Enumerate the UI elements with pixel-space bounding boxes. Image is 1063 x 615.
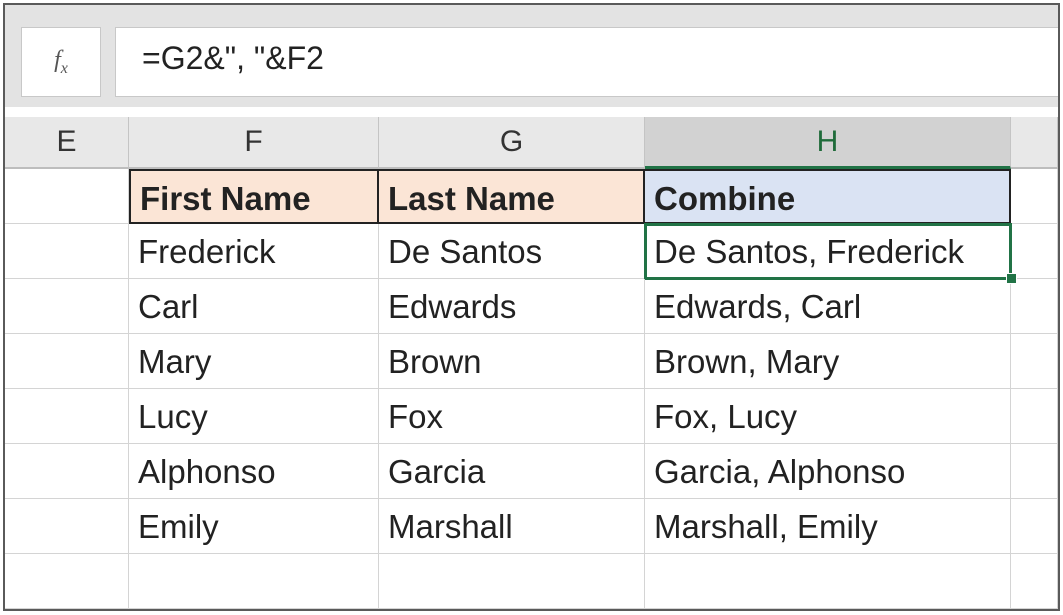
cell-combine[interactable]: Fox, Lucy [645,389,1011,444]
cell-last-name[interactable]: Marshall [379,499,645,554]
cell-g8[interactable] [379,554,645,609]
cell-e6[interactable] [5,444,129,499]
cell-last-name[interactable]: Garcia [379,444,645,499]
cell-last-name[interactable]: Brown [379,334,645,389]
cell-last-name[interactable]: De Santos [379,224,645,279]
cell-combine[interactable]: Garcia, Alphonso [645,444,1011,499]
cell-e2[interactable] [5,224,129,279]
cell-i5[interactable] [1011,389,1058,444]
cell-i1[interactable] [1011,169,1058,224]
formula-text: =G2&", "&F2 [142,40,324,76]
column-header-next[interactable] [1011,117,1058,169]
column-header-h[interactable]: H [645,117,1011,169]
cell-f8[interactable] [129,554,379,609]
cell-i7[interactable] [1011,499,1058,554]
cell-h8[interactable] [645,554,1011,609]
cell-combine-active[interactable]: De Santos, Frederick [644,223,1012,280]
cell-first-name[interactable]: Carl [129,279,379,334]
cell-e5[interactable] [5,389,129,444]
cell-last-name[interactable]: Edwards [379,279,645,334]
cell-first-name[interactable]: Frederick [129,224,379,279]
cell-combine[interactable]: Brown, Mary [645,334,1011,389]
cell-first-name[interactable]: Mary [129,334,379,389]
header-combine[interactable]: Combine [645,169,1011,224]
cell-first-name[interactable]: Lucy [129,389,379,444]
column-header-f[interactable]: F [129,117,379,169]
cell-combine[interactable]: Marshall, Emily [645,499,1011,554]
cell-combine[interactable]: Edwards, Carl [645,279,1011,334]
cell-last-name[interactable]: Fox [379,389,645,444]
cell-i3[interactable] [1011,279,1058,334]
cell-i6[interactable] [1011,444,1058,499]
formula-bar: fx =G2&", "&F2 [5,5,1058,107]
formula-input[interactable]: =G2&", "&F2 [115,27,1058,97]
insert-function-button[interactable]: fx [21,27,101,97]
function-icon: fx [54,46,68,77]
cell-first-name[interactable]: Emily [129,499,379,554]
cell-e3[interactable] [5,279,129,334]
cell-i4[interactable] [1011,334,1058,389]
cell-first-name[interactable]: Alphonso [129,444,379,499]
spreadsheet-window: fx =G2&", "&F2 E F G H First Name Last N… [3,3,1060,611]
cell-i2[interactable] [1011,224,1058,279]
cell-e8[interactable] [5,554,129,609]
column-header-g[interactable]: G [379,117,645,169]
cell-e7[interactable] [5,499,129,554]
cell-e1[interactable] [5,169,129,224]
header-last-name[interactable]: Last Name [379,169,645,224]
column-header-e[interactable]: E [5,117,129,169]
cell-e4[interactable] [5,334,129,389]
header-first-name[interactable]: First Name [129,169,379,224]
cell-i8[interactable] [1011,554,1058,609]
fill-handle[interactable] [1006,273,1017,284]
